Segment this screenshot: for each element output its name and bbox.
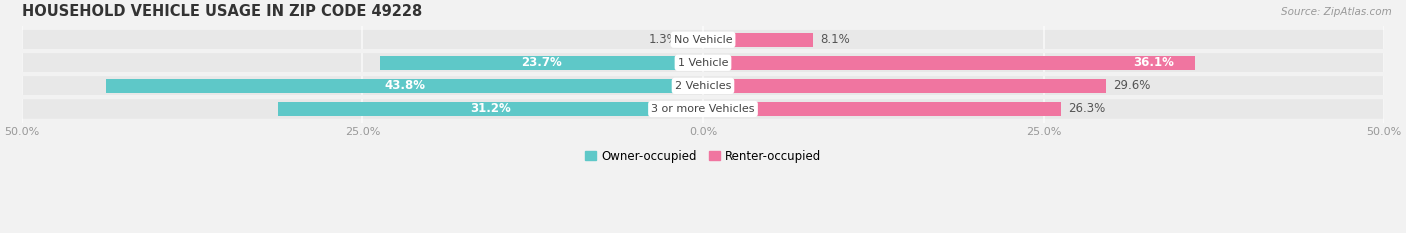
Text: 31.2%: 31.2% [470, 103, 510, 116]
Bar [703, 79, 1107, 93]
Text: 43.8%: 43.8% [384, 79, 425, 92]
Text: 36.1%: 36.1% [1133, 56, 1174, 69]
Bar [21, 97, 1385, 98]
FancyBboxPatch shape [21, 76, 1385, 96]
Bar [107, 79, 703, 93]
Bar [703, 33, 813, 47]
Bar [685, 33, 703, 47]
Text: No Vehicle: No Vehicle [673, 35, 733, 45]
Text: 8.1%: 8.1% [820, 33, 849, 46]
Bar [21, 74, 1385, 75]
Text: 26.3%: 26.3% [1069, 103, 1105, 116]
Bar [703, 56, 1195, 70]
FancyBboxPatch shape [21, 30, 1385, 50]
FancyBboxPatch shape [21, 99, 1385, 119]
Text: 1 Vehicle: 1 Vehicle [678, 58, 728, 68]
Bar [21, 51, 1385, 52]
Text: 1.3%: 1.3% [648, 33, 679, 46]
Bar [703, 102, 1062, 116]
Text: 3 or more Vehicles: 3 or more Vehicles [651, 104, 755, 114]
Text: Source: ZipAtlas.com: Source: ZipAtlas.com [1281, 7, 1392, 17]
Text: 2 Vehicles: 2 Vehicles [675, 81, 731, 91]
Text: 23.7%: 23.7% [522, 56, 562, 69]
Legend: Owner-occupied, Renter-occupied: Owner-occupied, Renter-occupied [579, 145, 827, 167]
FancyBboxPatch shape [21, 53, 1385, 73]
Text: 29.6%: 29.6% [1114, 79, 1150, 92]
Text: HOUSEHOLD VEHICLE USAGE IN ZIP CODE 49228: HOUSEHOLD VEHICLE USAGE IN ZIP CODE 4922… [21, 4, 422, 19]
Bar [278, 102, 703, 116]
Bar [380, 56, 703, 70]
